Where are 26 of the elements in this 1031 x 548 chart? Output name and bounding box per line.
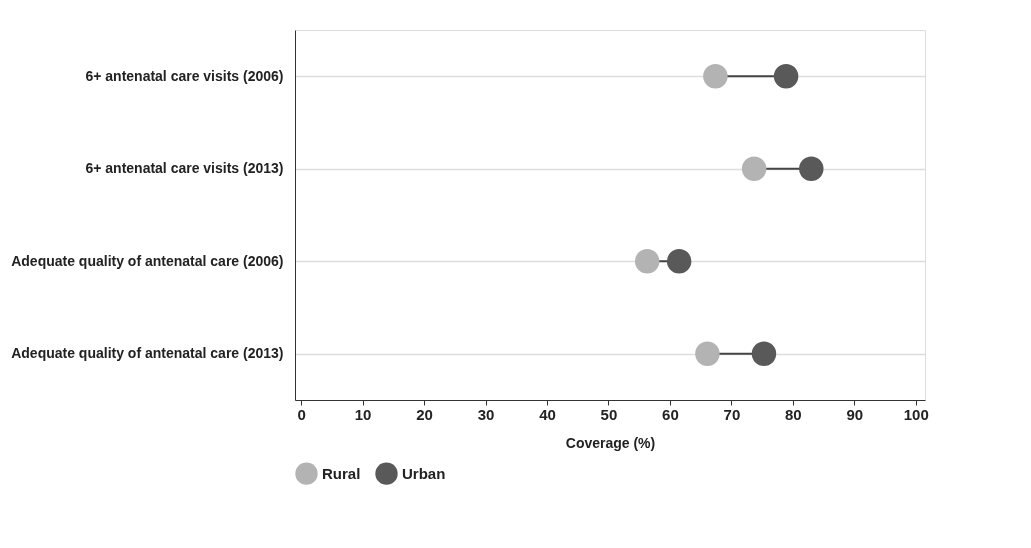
point [634,249,660,274]
x-axis-title: Coverage (%) [565,434,656,451]
legend-label: Rural [322,464,361,482]
point [751,341,777,366]
x-tick-label: 90 [846,405,864,423]
x-tick-label: 80 [785,405,802,423]
point [666,249,692,274]
point [695,341,720,366]
y-tick-label: 6+ antenatal care visits (2006) [85,67,284,84]
x-tick-label: 60 [662,405,679,423]
legend-label: Urban [402,464,446,482]
x-tick-label: 40 [539,405,556,423]
x-tick-label: 50 [600,405,618,423]
y-tick-label: Adequate quality of antenatal care (2006) [11,252,284,269]
x-tick-label: 0 [297,405,306,423]
x-tick-label: 100 [903,405,929,423]
x-tick-label: 20 [416,405,433,423]
point [773,64,799,89]
point [703,64,728,89]
y-tick-label: 6+ antenatal care visits (2013) [85,160,284,177]
y-tick-label: Adequate quality of antenatal care (2013) [11,345,284,362]
x-tick-label: 30 [477,405,495,423]
point [799,156,824,181]
x-tick-label: 10 [354,405,372,423]
x-tick-label: 70 [723,405,741,423]
point [741,156,767,181]
